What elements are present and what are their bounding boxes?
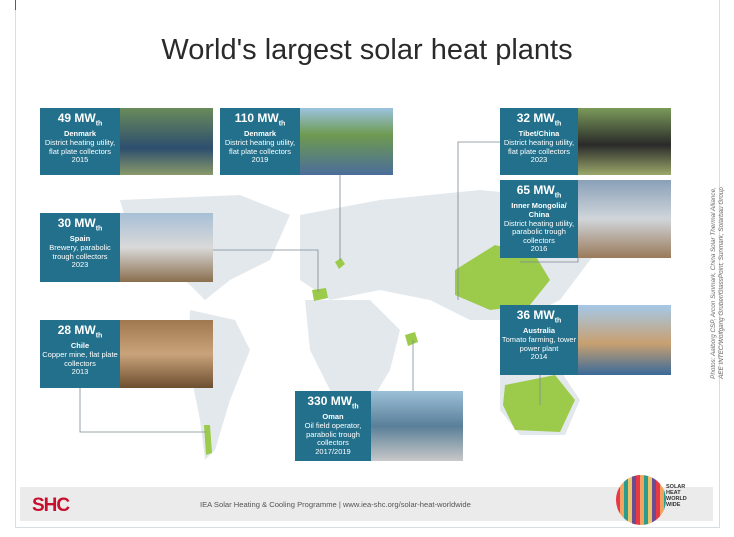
capacity: 28 MWth: [40, 324, 120, 342]
capacity-value: 49 MW: [57, 111, 96, 125]
capacity-value: 36 MW: [516, 308, 555, 322]
capacity-value: 32 MW: [516, 111, 555, 125]
plant-card: 49 MWth Denmark District heating utility, …: [40, 108, 120, 175]
plant-photo: [578, 108, 671, 175]
plant-card: 330 MWth Oman Oil field operator, paraboli…: [295, 391, 371, 461]
badge-word: SOLAR: [666, 484, 686, 490]
capacity-value: 110 MW: [234, 111, 279, 125]
capacity-unit: th: [554, 192, 562, 200]
photo-credits: Photos: Aalborg CSP, Arcon Sunmark, Chin…: [710, 168, 726, 398]
year: 2016: [530, 244, 548, 254]
footer: SHC IEA Solar Heating & Cooling Programm…: [20, 475, 713, 525]
location: Denmark: [63, 129, 97, 139]
capacity: 49 MWth: [40, 112, 120, 130]
badge-word: WORLD: [666, 496, 687, 502]
plant-photo: [300, 108, 393, 175]
year: 2013: [71, 367, 89, 377]
description: Tomato farming, tower power plant: [501, 334, 577, 353]
footer-text: IEA Solar Heating & Cooling Programme | …: [200, 500, 471, 509]
capacity: 36 MWth: [500, 309, 578, 327]
capacity-unit: th: [278, 120, 286, 128]
capacity-unit: th: [352, 403, 359, 411]
capacity-value: 28 MW: [57, 323, 96, 337]
description: District heating utility, flat plate col…: [224, 137, 296, 156]
credit-line: AEE INTEC/Wolfgang Gruber/GlassPoint, Su…: [718, 187, 725, 379]
plant-card: 28 MWth Chile Copper mine, flat plate coll…: [40, 320, 120, 388]
plant-card: 110 MWth Denmark District heating utility,…: [220, 108, 300, 175]
location: Spain: [69, 234, 91, 244]
year: 2019: [251, 155, 269, 165]
capacity-value: 30 MW: [57, 216, 96, 230]
capacity-unit: th: [554, 317, 562, 325]
location: Oman: [322, 412, 344, 422]
edge-line: [15, 0, 16, 10]
description: Copper mine, flat plate collectors: [42, 349, 118, 368]
plant-photo: [578, 305, 671, 375]
capacity: 330 MWth: [295, 395, 371, 413]
plant-photo: [120, 213, 213, 282]
description: District heating utility, parabolic trou…: [503, 218, 575, 245]
plant-card: 65 MWth Inner Mongolia/ China District hea…: [500, 180, 578, 258]
capacity-unit: th: [95, 120, 103, 128]
location: Tibet/China: [518, 129, 560, 139]
badge-logo: [616, 475, 666, 525]
location: Australia: [522, 326, 556, 336]
title: World's largest solar heat plants: [161, 34, 573, 66]
year: 2017/2019: [315, 446, 351, 456]
capacity-value: 65 MW: [516, 183, 555, 197]
badge-word: HEAT: [666, 490, 681, 496]
description: District heating utility, flat plate col…: [503, 137, 575, 156]
capacity-value: 330 MW: [307, 394, 353, 408]
year: 2023: [530, 155, 548, 165]
capacity-unit: th: [95, 332, 103, 340]
year: 2014: [530, 352, 548, 362]
shc-logo: SHC: [32, 495, 70, 516]
location: Chile: [70, 341, 90, 351]
capacity: 32 MWth: [500, 112, 578, 130]
plant-card: 36 MWth Australia Tomato farming, tower po…: [500, 305, 578, 375]
badge-text: SOLAR HEAT WORLD WIDE: [666, 484, 687, 508]
year: 2023: [71, 260, 89, 270]
capacity: 110 MWth: [220, 112, 300, 130]
description: Oil field operator, parabolic trough col…: [304, 420, 362, 448]
location: Inner Mongolia/ China: [511, 201, 567, 219]
capacity-unit: th: [554, 120, 562, 128]
plant-photo: [371, 391, 463, 461]
plant-card: 32 MWth Tibet/China District heating utili…: [500, 108, 578, 175]
plant-card: 30 MWth Spain Brewery, parabolic trough co…: [40, 213, 120, 282]
plant-photo: [120, 108, 213, 175]
location: Denmark: [243, 129, 277, 139]
capacity-unit: th: [95, 225, 103, 233]
badge-word: WIDE: [666, 502, 681, 508]
description: Brewery, parabolic trough collectors: [49, 242, 111, 261]
credit-line: Photos: Aalborg CSP, Arcon Sunmark, Chin…: [710, 187, 717, 379]
capacity: 65 MWth: [500, 184, 578, 202]
plant-photo: [120, 320, 213, 388]
plant-photo: [578, 180, 671, 258]
capacity: 30 MWth: [40, 217, 120, 235]
year: 2015: [71, 155, 89, 165]
description: District heating utility, flat plate col…: [44, 137, 116, 156]
